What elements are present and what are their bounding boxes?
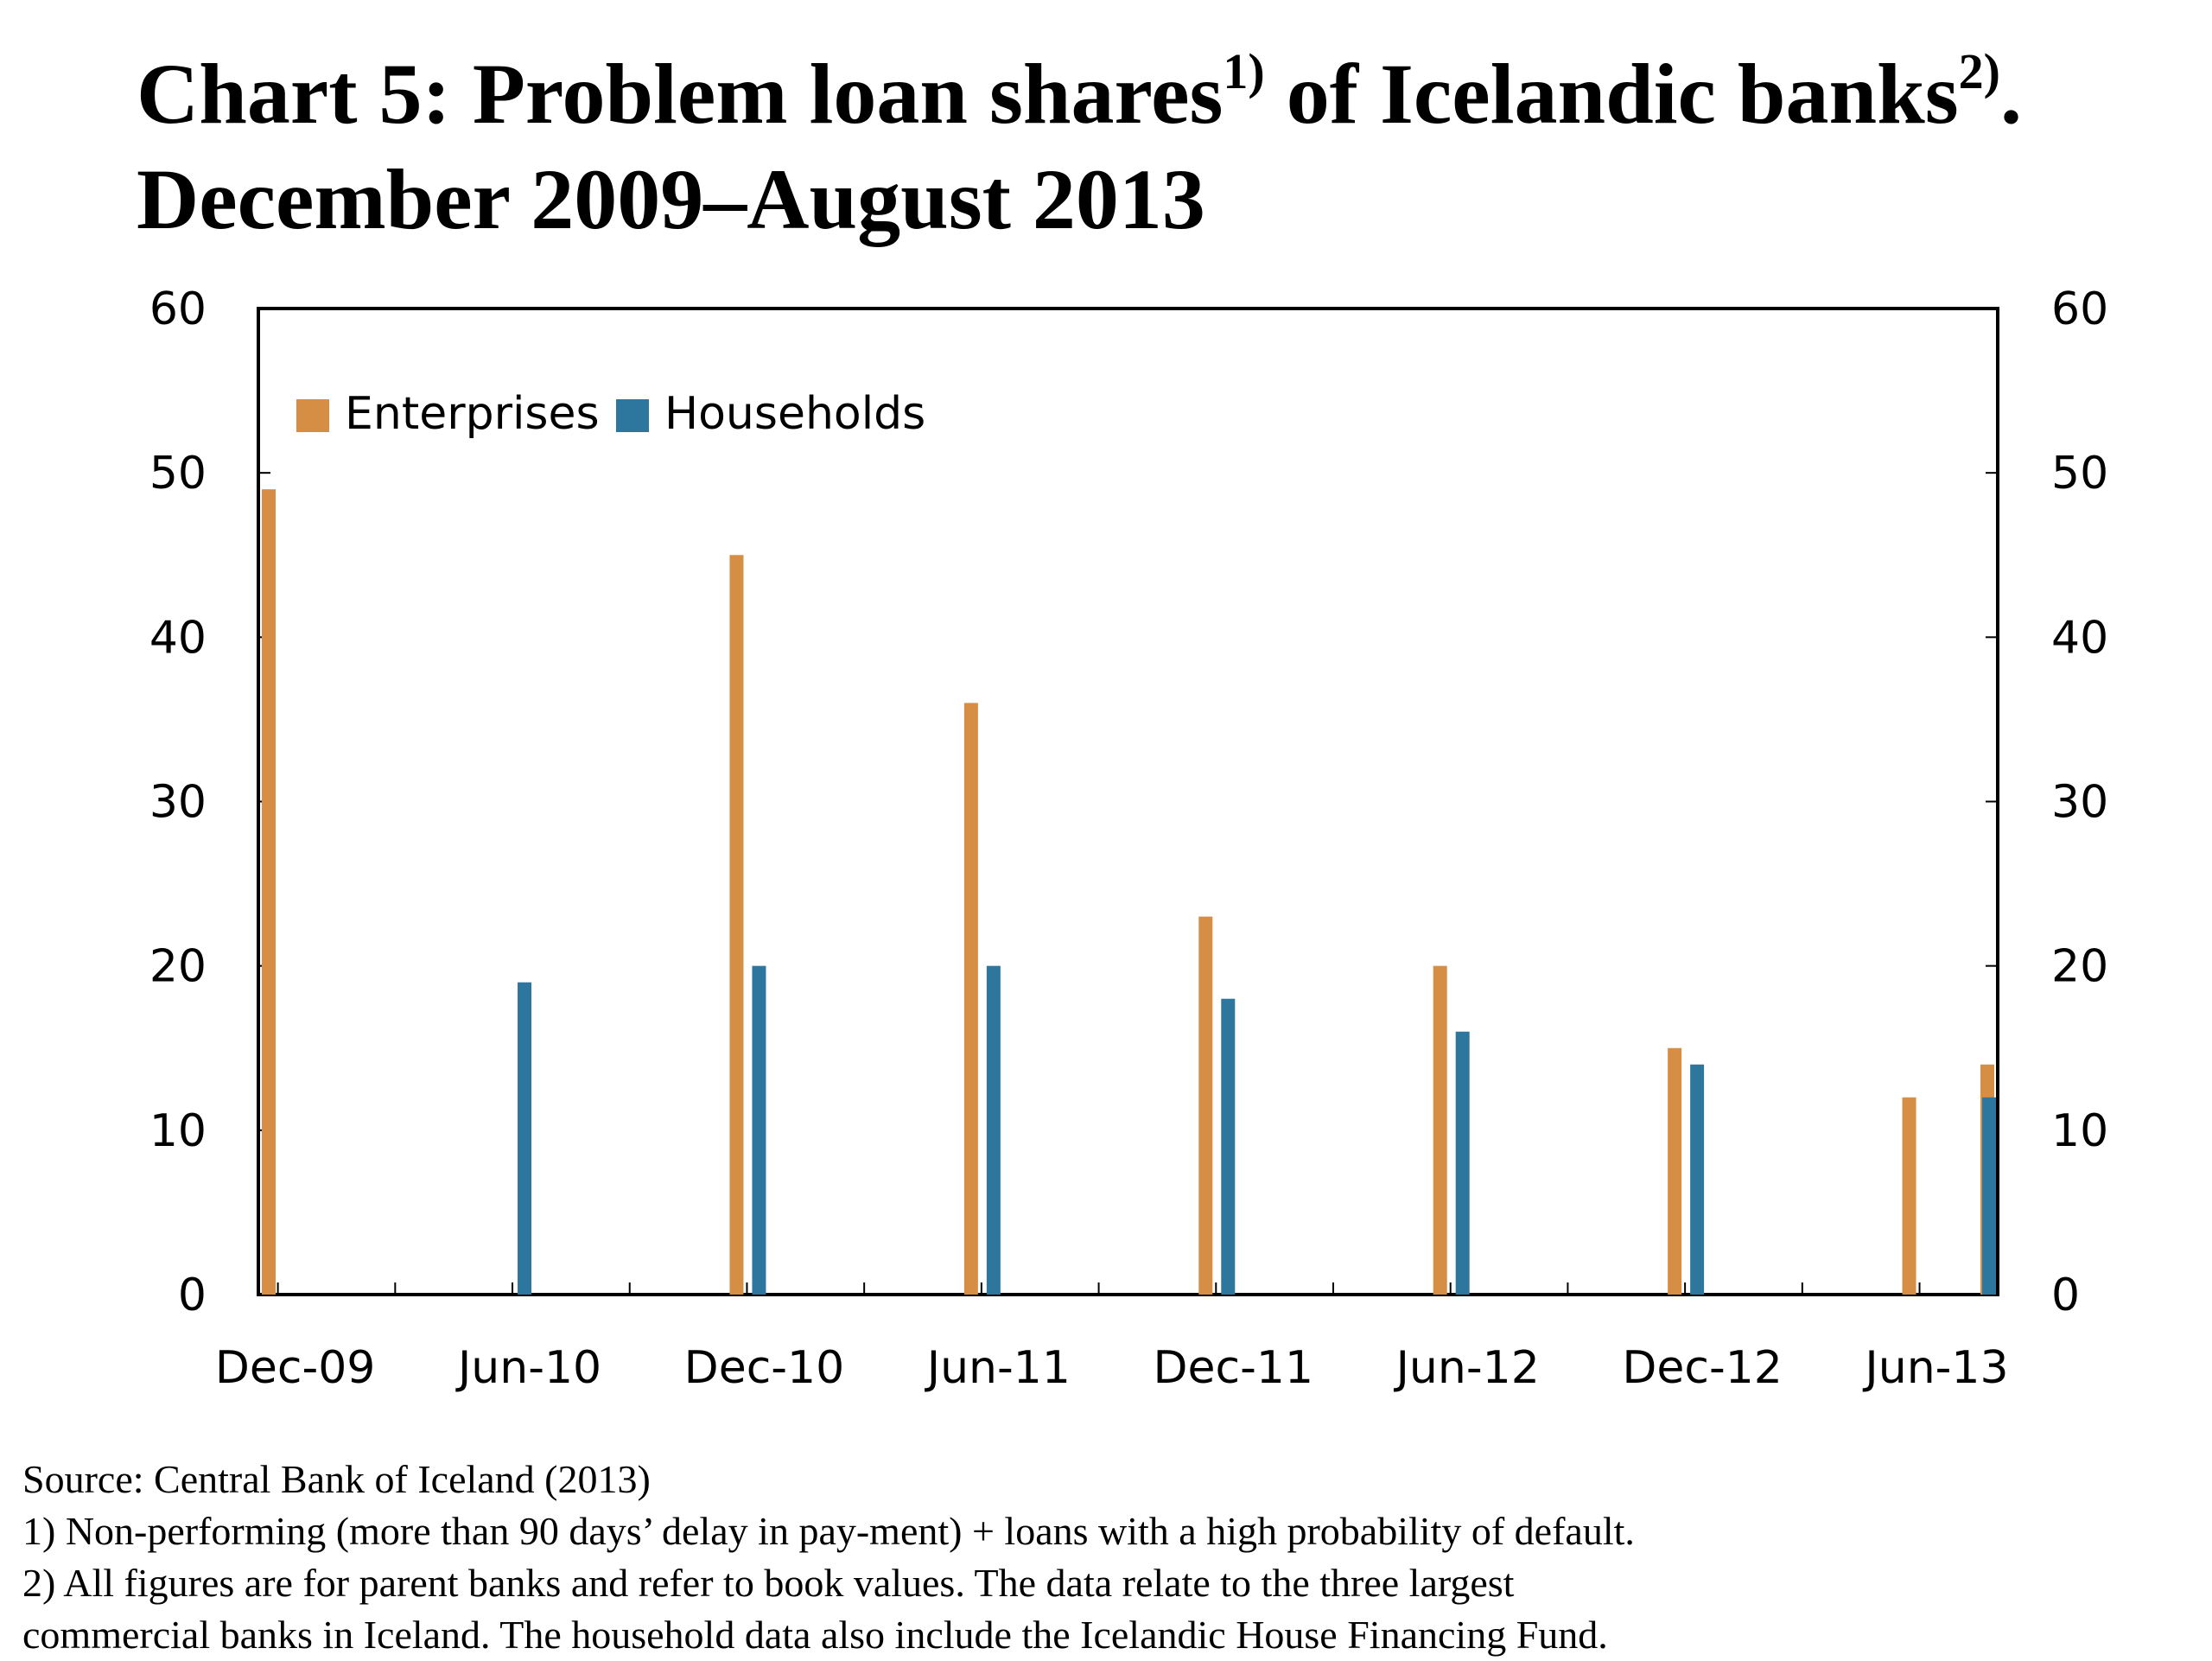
bar-households-aug-13 [1982, 1097, 1996, 1295]
y-tick-label-left: 40 [149, 612, 207, 664]
y-tick-label-right: 30 [2051, 777, 2108, 829]
chart-title: Chart 5: Problem loan shares1) of Icelan… [137, 41, 2124, 252]
title-middle: of Icelandic banks [1264, 46, 1959, 142]
bar-households-jun-12 [1455, 1031, 1470, 1295]
legend-swatch-households [616, 399, 649, 432]
footnote-1: 1) Non-performing (more than 90 days’ de… [22, 1509, 1635, 1553]
y-tick-label-right: 0 [2051, 1270, 2080, 1321]
bar-households-dec-12 [1690, 1064, 1705, 1295]
legend-label-households: Households [664, 388, 925, 440]
x-tick-label: Jun-12 [1394, 1342, 1540, 1394]
y-tick-label-left: 0 [178, 1270, 207, 1321]
title-footnote-ref-1: 1) [1223, 42, 1265, 99]
y-tick-label-left: 50 [149, 448, 207, 500]
y-tick-label-left: 10 [149, 1105, 207, 1157]
bar-enterprises-dec-12 [1668, 1047, 1682, 1295]
bar-enterprises-dec-09 [262, 489, 276, 1295]
x-tick-label: Jun-10 [455, 1342, 601, 1394]
y-tick-label-right: 40 [2051, 612, 2108, 664]
source-note: Source: Central Bank of Iceland (2013) [22, 1457, 651, 1501]
title-main: Chart 5: Problem loan shares [137, 46, 1224, 142]
y-tick-label-right: 50 [2051, 448, 2108, 500]
title-end: . [1999, 46, 2022, 142]
legend-label-enterprises: Enterprises [345, 388, 600, 440]
title-date-range: December 2009–August 2013 [137, 151, 1205, 247]
title-footnote-ref-2: 2) [1958, 42, 2000, 99]
x-tick-label: Dec-11 [1153, 1342, 1313, 1394]
x-tick-label: Dec-10 [684, 1342, 845, 1394]
bar-households-dec-10 [752, 965, 766, 1295]
bar-enterprises-jun-11 [963, 703, 978, 1295]
y-tick-label-left: 20 [149, 941, 207, 993]
y-tick-label-right: 60 [2051, 283, 2108, 335]
x-tick-label: Dec-12 [1622, 1342, 1783, 1394]
footnotes: Source: Central Bank of Iceland (2013) 1… [22, 1454, 2183, 1661]
bar-households-jun-11 [986, 965, 1001, 1295]
bar-enterprises-dec-11 [1198, 916, 1213, 1295]
bar-enterprises-jun-13 [1902, 1097, 1916, 1295]
y-tick-label-right: 10 [2051, 1105, 2108, 1157]
bar-chart: 0 0 10 10 20 20 30 30 40 40 50 50 60 60 Dec-09 Jun-10 De… [149, 283, 2108, 1394]
footnote-2-line-1: 2) All figures are for parent banks and … [22, 1561, 1515, 1605]
y-tick-label-right: 20 [2051, 941, 2108, 993]
bar-households-dec-11 [1221, 998, 1236, 1295]
y-tick-label-left: 30 [149, 777, 207, 829]
x-tick-label: Jun-11 [925, 1342, 1071, 1394]
x-tick-label: Jun-13 [1862, 1342, 2008, 1394]
legend-swatch-enterprises [296, 399, 329, 432]
y-tick-label-left: 60 [149, 283, 207, 335]
bar-enterprises-jun-12 [1433, 965, 1447, 1295]
footnote-2-line-2: commercial banks in Iceland. The househo… [22, 1613, 1608, 1657]
bar-enterprises-dec-10 [729, 555, 744, 1295]
x-tick-label: Dec-09 [215, 1342, 376, 1394]
bar-households-jun-10 [518, 982, 532, 1295]
